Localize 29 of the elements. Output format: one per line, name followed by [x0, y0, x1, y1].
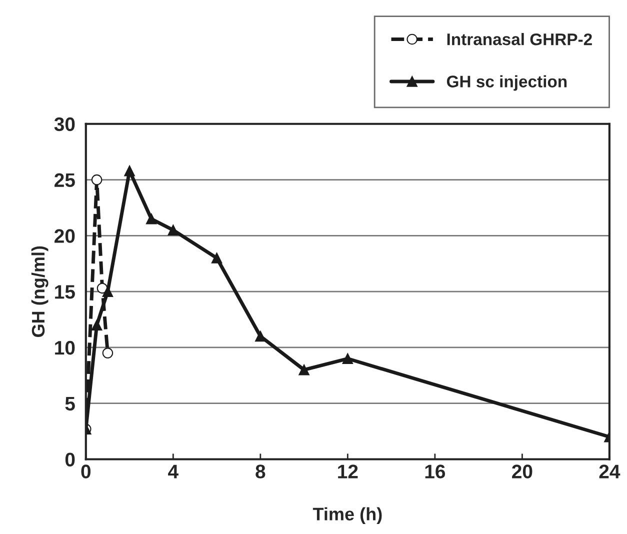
x-tick-label: 8 — [256, 464, 266, 478]
x-tick-label: 16 — [425, 464, 446, 478]
y-tick-label: 5 — [65, 397, 75, 411]
point — [298, 364, 310, 376]
x-tick-label: 4 — [168, 464, 178, 478]
point — [342, 353, 354, 364]
legend-label: GH sc injection — [446, 75, 567, 91]
point — [124, 165, 135, 176]
x-tick-label: 20 — [512, 464, 532, 478]
y-tick-label: 15 — [55, 285, 75, 299]
y-tick-label: 25 — [54, 173, 75, 188]
point — [102, 348, 114, 358]
legend-label: Intranasal GHRP-2 — [447, 33, 592, 46]
x-tick-label: 12 — [338, 464, 358, 478]
point — [168, 224, 179, 236]
y-axis-title: GH (ng/ml) — [31, 246, 48, 337]
point — [91, 320, 102, 330]
point — [146, 214, 157, 224]
point — [255, 330, 266, 342]
x-axis-title: Time (h) — [312, 507, 382, 524]
y-tick-label: 30 — [54, 117, 75, 132]
x-tick-label: 24 — [599, 464, 620, 478]
point — [211, 252, 222, 264]
y-tick-label: 10 — [55, 340, 75, 355]
y-tick-label: 20 — [54, 229, 75, 243]
y-tick-label: 0 — [65, 452, 75, 466]
point — [96, 282, 108, 294]
x-tick-label: 0 — [81, 464, 91, 478]
point — [91, 174, 102, 186]
